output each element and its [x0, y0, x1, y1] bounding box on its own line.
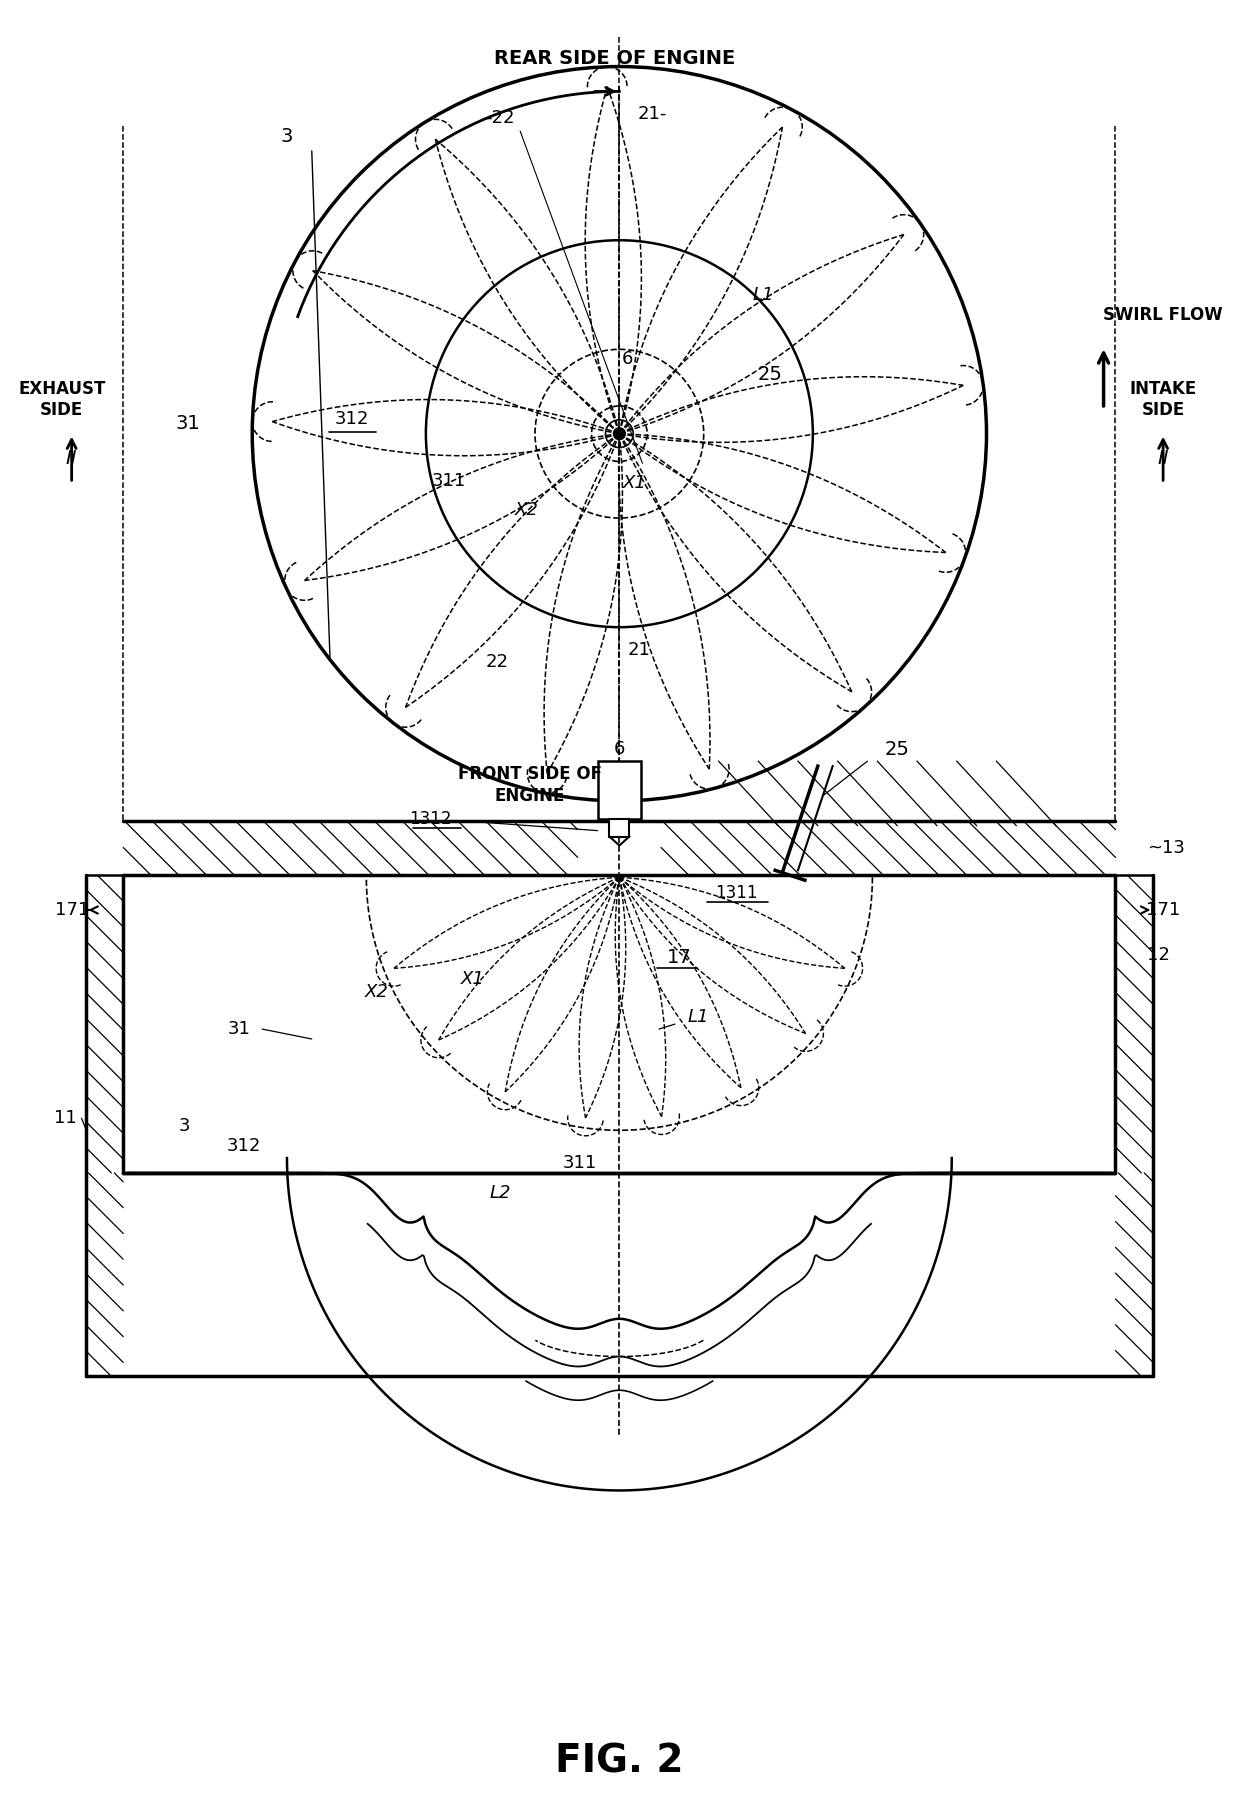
Text: II: II [1157, 449, 1169, 469]
Text: -22: -22 [486, 109, 515, 127]
Text: 171: 171 [55, 901, 89, 919]
Text: REAR SIDE OF ENGINE: REAR SIDE OF ENGINE [494, 49, 735, 67]
Text: X1: X1 [460, 970, 485, 988]
Text: 31: 31 [228, 1019, 250, 1038]
Text: 22: 22 [486, 652, 508, 670]
Text: 25: 25 [758, 365, 782, 383]
Text: 171: 171 [1146, 901, 1180, 919]
Text: 12: 12 [1147, 945, 1171, 963]
Text: X2: X2 [365, 983, 388, 1001]
Text: 3: 3 [280, 127, 293, 145]
Text: ENGINE: ENGINE [495, 787, 565, 805]
Text: 17: 17 [667, 948, 691, 967]
Text: 312: 312 [335, 411, 368, 427]
Text: 3: 3 [179, 1117, 191, 1136]
Text: FRONT SIDE OF: FRONT SIDE OF [458, 765, 603, 783]
Text: L1: L1 [753, 285, 774, 303]
Text: 6: 6 [621, 351, 632, 369]
Text: SIDE: SIDE [1142, 402, 1184, 420]
Text: INTAKE: INTAKE [1130, 380, 1197, 398]
Text: 11: 11 [55, 1110, 77, 1127]
Text: II: II [66, 449, 77, 469]
Bar [598, 761, 641, 819]
Text: ~13: ~13 [1147, 839, 1185, 858]
Bar [609, 819, 629, 836]
Text: 311: 311 [432, 472, 466, 491]
Text: X1: X1 [622, 474, 646, 492]
Text: 6: 6 [614, 740, 625, 758]
Text: 21: 21 [627, 641, 651, 660]
Text: L1: L1 [688, 1008, 709, 1027]
Text: 312: 312 [227, 1137, 262, 1156]
Text: EXHAUST: EXHAUST [19, 380, 105, 398]
Text: L2: L2 [490, 1185, 511, 1201]
Text: SWIRL FLOW: SWIRL FLOW [1104, 305, 1223, 323]
Text: 25: 25 [885, 740, 910, 760]
Text: 31: 31 [175, 414, 200, 432]
Text: 1312: 1312 [409, 810, 453, 829]
Text: 21-: 21- [637, 105, 667, 124]
Text: 1311: 1311 [715, 885, 758, 901]
Text: SIDE: SIDE [40, 402, 83, 420]
Circle shape [614, 427, 625, 440]
Text: 311: 311 [563, 1154, 596, 1172]
Text: FIG. 2: FIG. 2 [556, 1743, 683, 1781]
Text: X2: X2 [515, 501, 539, 520]
